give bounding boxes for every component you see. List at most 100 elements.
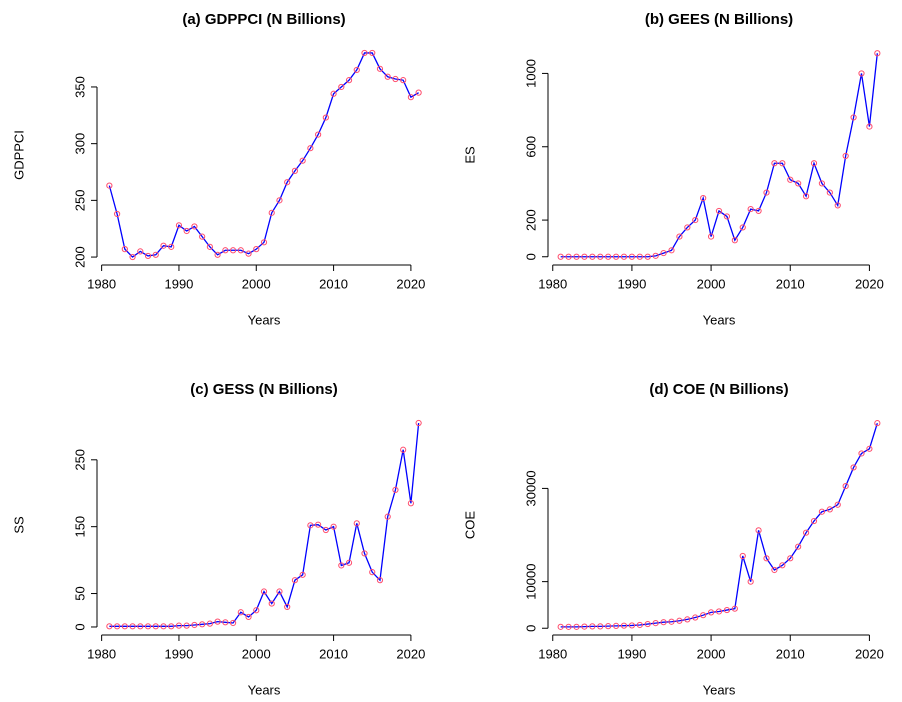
point (573, 623, 580, 630)
point (276, 197, 283, 204)
point (183, 622, 190, 629)
point (668, 618, 675, 625)
point (842, 482, 849, 490)
point (384, 513, 391, 520)
y-tick-label: 600 (523, 136, 538, 158)
point (850, 464, 857, 471)
x-tick-label: 2010 (319, 646, 348, 661)
point (330, 90, 337, 97)
point (605, 253, 612, 260)
point (739, 224, 746, 231)
point (222, 619, 229, 626)
point (763, 189, 770, 196)
point (222, 247, 229, 254)
point (866, 123, 873, 130)
x-tick-label: 1980 (87, 646, 116, 661)
point (183, 227, 190, 235)
point (834, 501, 841, 508)
point (260, 588, 268, 595)
point (353, 66, 360, 74)
point (191, 621, 198, 629)
point (407, 500, 414, 507)
point (557, 623, 564, 630)
point (795, 543, 802, 550)
point (779, 160, 786, 167)
point (307, 145, 314, 152)
x-axis-label: Years (248, 312, 281, 327)
point (322, 114, 329, 121)
y-tick-label: 0 (523, 253, 538, 260)
x-tick-label: 2020 (396, 276, 425, 291)
point (660, 249, 667, 257)
point (818, 180, 826, 187)
point (755, 207, 762, 215)
point (628, 622, 636, 629)
point (237, 247, 244, 254)
x-axis-label: Years (248, 682, 281, 697)
point (565, 253, 572, 260)
point (237, 609, 244, 616)
point (106, 623, 113, 630)
point (787, 555, 794, 562)
point (330, 523, 337, 530)
point (400, 446, 407, 453)
point (858, 450, 865, 457)
point (268, 600, 275, 607)
point (644, 253, 651, 260)
point (160, 623, 167, 630)
point (129, 253, 136, 261)
point (206, 243, 213, 250)
point (842, 152, 849, 160)
point (284, 603, 291, 611)
point (850, 114, 857, 121)
point (620, 253, 628, 260)
point (369, 49, 376, 57)
point (137, 248, 144, 255)
point (291, 577, 299, 584)
point (376, 577, 384, 584)
point (284, 179, 291, 186)
point (826, 506, 833, 513)
y-tick-label: 10000 (523, 564, 538, 600)
y-tick-label: 50 (72, 586, 87, 600)
series-line (108, 52, 419, 258)
x-tick-label: 1990 (164, 646, 193, 661)
point (692, 216, 699, 224)
point (826, 189, 833, 196)
point (152, 623, 159, 630)
x-tick-label: 2010 (776, 646, 805, 661)
point (214, 251, 221, 258)
point (715, 608, 723, 615)
y-tick-label: 0 (72, 623, 87, 630)
point (573, 253, 580, 260)
point (715, 207, 723, 215)
point (168, 243, 175, 250)
point (114, 623, 121, 630)
y-axis-label: SS (11, 516, 26, 534)
point (684, 616, 691, 623)
chart-title: (a) GDPPCI (N Billions) (182, 11, 345, 28)
point (581, 253, 588, 260)
point (636, 253, 643, 260)
chart-title: (b) GEES (N Billions) (645, 11, 793, 28)
point (214, 618, 221, 625)
x-tick-label: 2020 (855, 646, 884, 661)
point (400, 77, 407, 84)
point (866, 445, 873, 452)
point (612, 622, 620, 630)
point (291, 167, 299, 174)
point (652, 252, 659, 259)
x-axis-label: Years (703, 682, 736, 697)
point (407, 94, 414, 101)
point (229, 619, 237, 627)
point (307, 522, 314, 529)
point (692, 614, 699, 621)
point (199, 621, 206, 628)
point (338, 83, 345, 91)
y-tick-label: 30000 (523, 470, 538, 506)
y-axis-label: COE (462, 511, 477, 540)
point (191, 223, 198, 230)
point (581, 623, 588, 630)
point (315, 521, 322, 528)
point (676, 617, 683, 624)
